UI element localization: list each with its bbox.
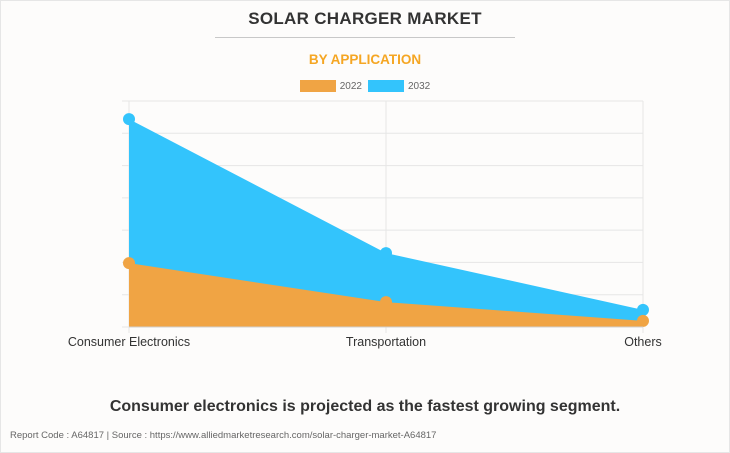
- chart-title: SOLAR CHARGER MARKET: [248, 9, 482, 28]
- chart-caption: Consumer electronics is projected as the…: [109, 398, 621, 415]
- chart-subtitle: BY APPLICATION: [308, 52, 422, 67]
- x-tick-label: Others: [624, 335, 662, 349]
- legend-swatch-2032: [368, 80, 404, 92]
- legend: 2022 2032: [0, 80, 730, 92]
- data-point-2022[interactable]: [637, 314, 649, 327]
- data-point-2032[interactable]: [380, 247, 392, 260]
- x-tick-label: Consumer Electronics: [68, 335, 190, 349]
- x-tick-label: Transportation: [346, 335, 426, 349]
- area-series-2022: [129, 263, 643, 327]
- legend-label-2022: 2022: [339, 80, 362, 92]
- legend-item-2022[interactable]: 2022: [299, 80, 362, 92]
- legend-item-2032[interactable]: 2032: [368, 80, 430, 92]
- title-divider: [215, 37, 515, 38]
- legend-swatch-2022: [299, 80, 336, 92]
- data-point-2022[interactable]: [380, 296, 392, 309]
- source-footer: Report Code : A64817 | Source : https://…: [10, 430, 437, 441]
- data-point-2032[interactable]: [123, 113, 135, 126]
- area-series-2032: [129, 119, 643, 327]
- data-point-2032[interactable]: [637, 303, 649, 316]
- legend-label-2032: 2032: [408, 80, 431, 92]
- data-point-2022[interactable]: [123, 257, 135, 270]
